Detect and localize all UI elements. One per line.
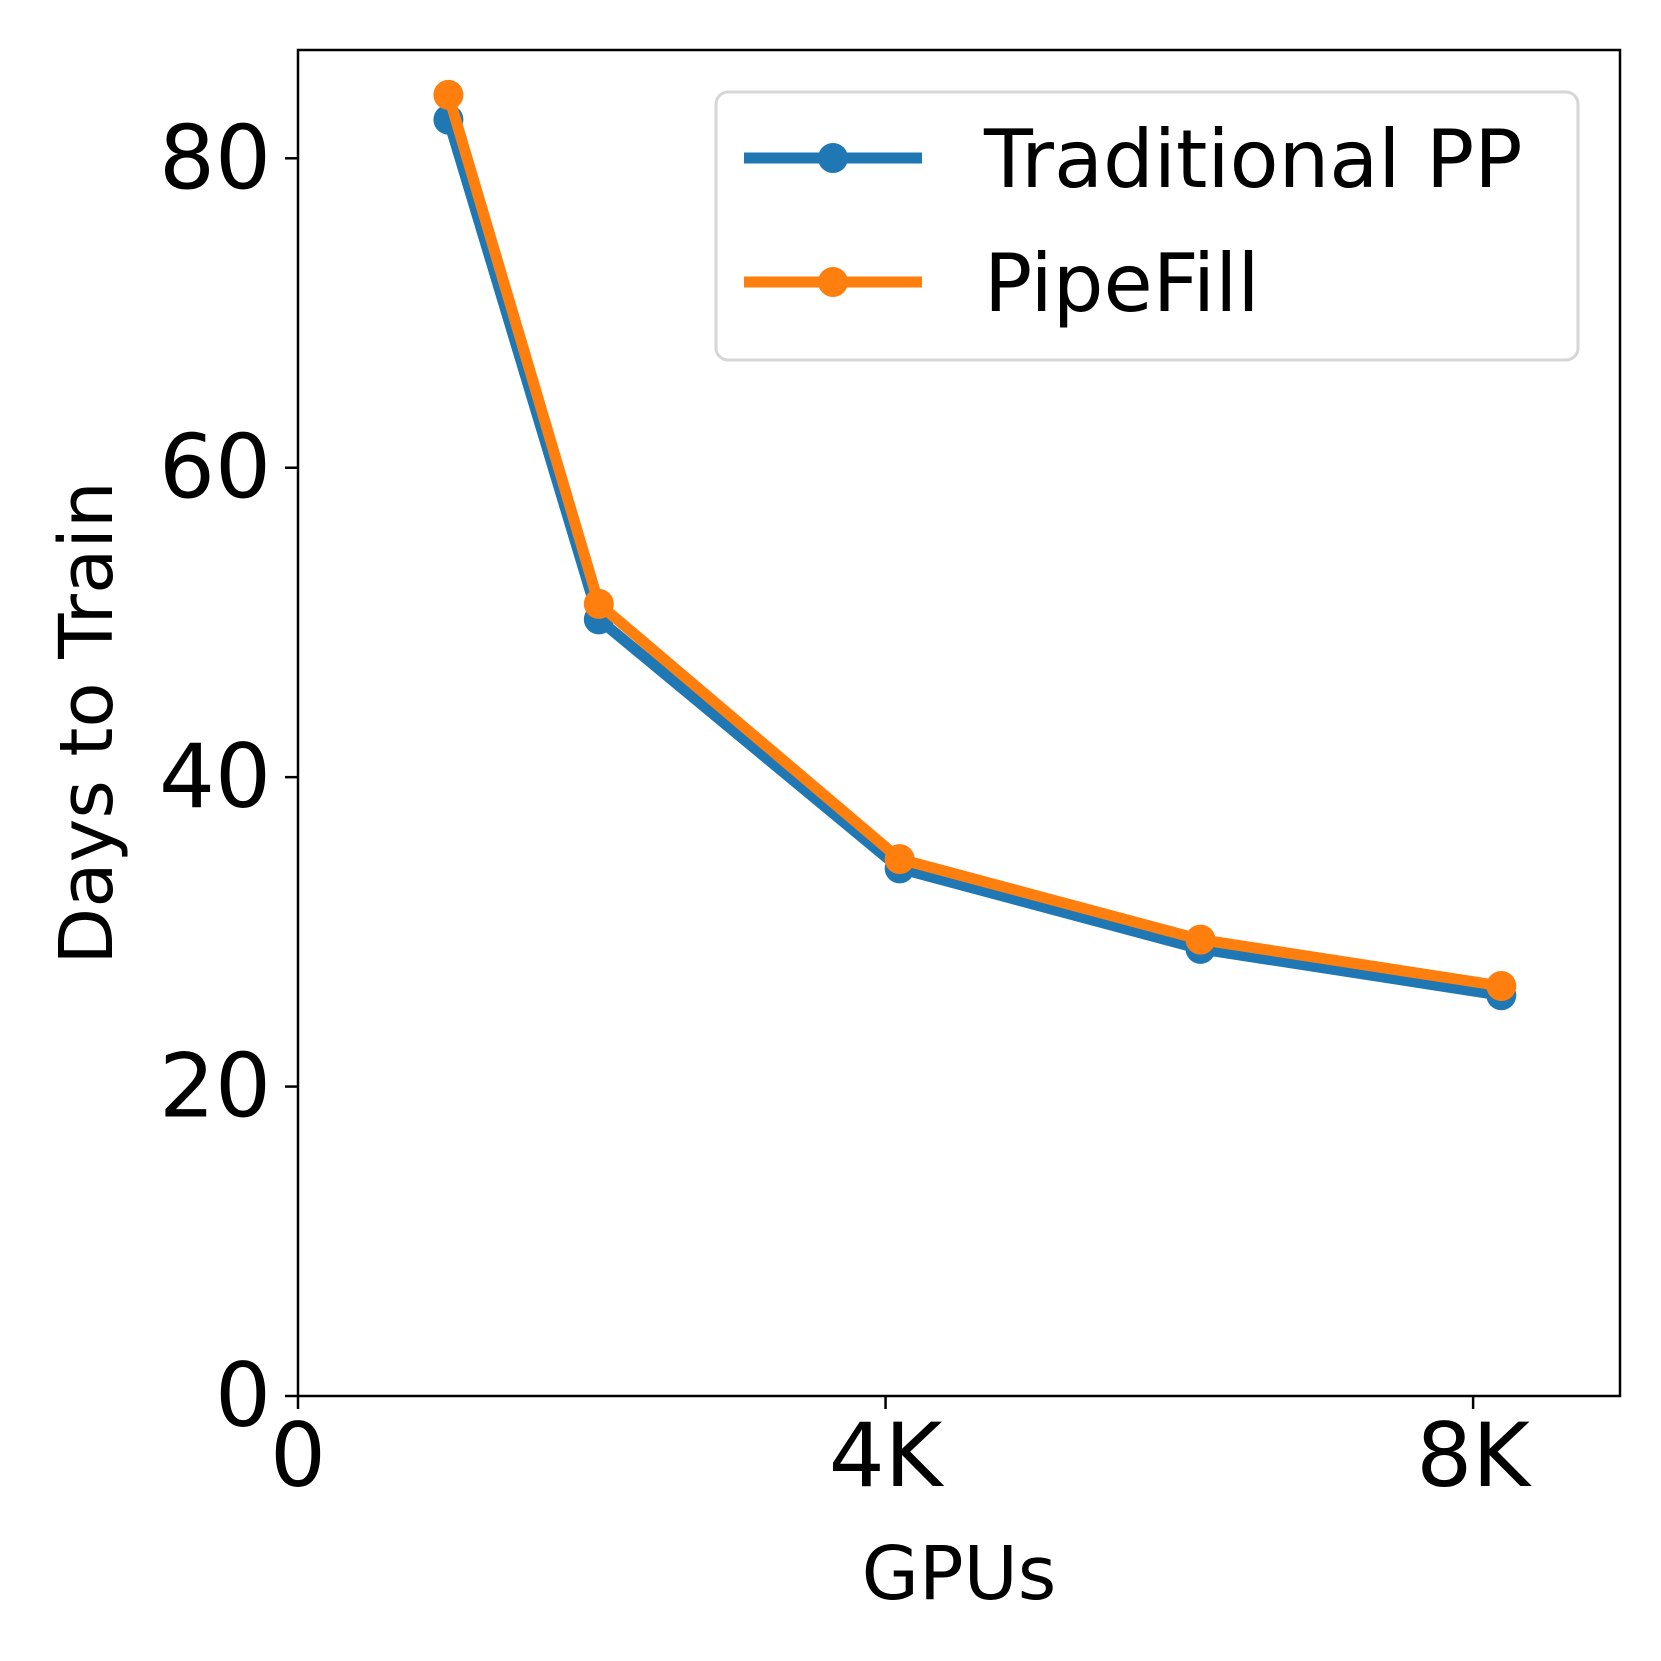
y-tick-label-1: 20 [159,1035,271,1138]
data-point-pipefill-4 [1486,971,1517,1002]
x-tick-label-2: 8K [1416,1404,1532,1507]
data-point-pipefill-3 [1185,924,1216,955]
plot-area-frame [296,48,1622,1398]
x-tick-label-0: 0 [270,1404,326,1507]
data-point-pipefill-1 [583,588,614,619]
y-tick-label-0: 0 [215,1344,271,1447]
legend: Traditional PP PipeFill [714,90,1580,362]
y-tick-label-3: 60 [159,416,271,519]
x-axis-ticks: 0 4K 8K [270,1396,1532,1507]
legend-swatch-marker-traditional-pp [818,143,848,173]
legend-box [714,90,1580,362]
series-layer [433,79,1517,1011]
legend-label-pipefill: PipeFill [984,237,1260,330]
legend-label-traditional-pp: Traditional PP [983,113,1522,206]
data-point-pipefill-2 [884,844,915,875]
y-tick-label-4: 80 [159,106,271,209]
x-axis-label: GPUs [862,1531,1057,1617]
y-axis-label: Days to Train [44,481,130,965]
y-axis-ticks: 0 20 40 60 80 [159,106,298,1447]
data-point-pipefill-0 [433,79,464,110]
legend-swatch-marker-pipefill [818,267,848,297]
y-tick-label-2: 40 [159,725,271,828]
x-tick-label-1: 4K [829,1404,945,1507]
